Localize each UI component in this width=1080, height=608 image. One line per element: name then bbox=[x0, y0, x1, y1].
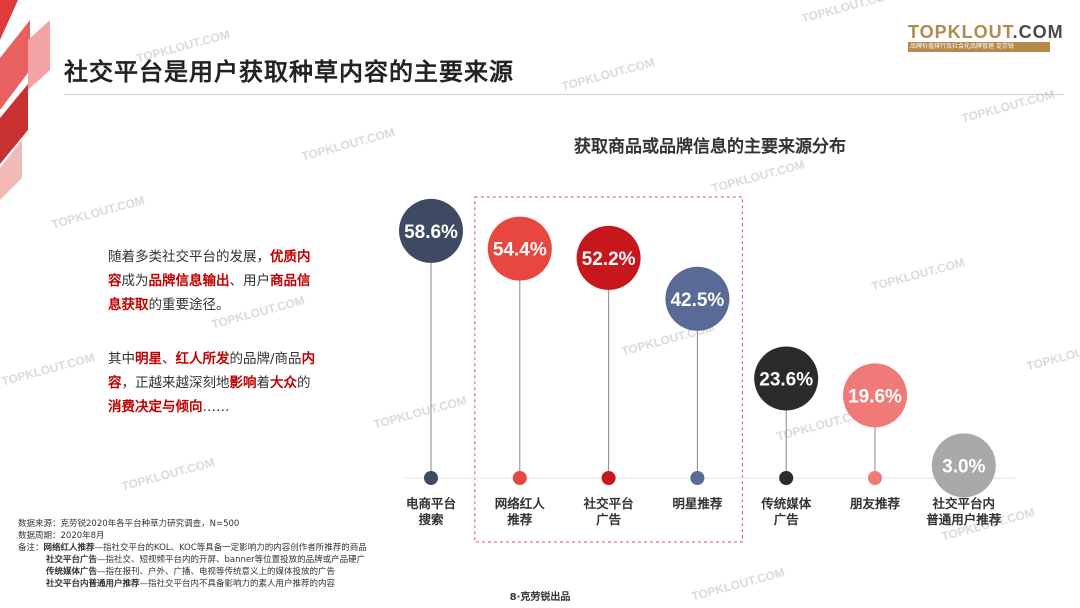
category-label: 朋友推荐 bbox=[849, 496, 901, 511]
value-bubble bbox=[754, 346, 819, 411]
value-label: 54.4% bbox=[493, 240, 547, 261]
value-bubble bbox=[931, 433, 996, 498]
value-bubble bbox=[399, 198, 463, 263]
category-label: 搜索 bbox=[418, 512, 444, 527]
body-text-span: …… bbox=[202, 399, 230, 415]
note-desc: —指社交平台的KOL、KOC等具备一定影响力的内容创作者所推荐的商品 bbox=[94, 543, 367, 553]
body-text-span: 、用户 bbox=[229, 273, 271, 289]
value-label: 23.6% bbox=[759, 369, 813, 390]
value-label: 42.5% bbox=[670, 290, 724, 311]
base-dot bbox=[779, 471, 794, 485]
category-label: 传统媒体 bbox=[760, 496, 812, 511]
note-term: 社交平台广告 bbox=[46, 555, 98, 565]
category-label: 网络红人 bbox=[495, 496, 546, 511]
highlight-text: 消费决定与倾向 bbox=[108, 399, 203, 415]
category-label: 明星推荐 bbox=[672, 496, 723, 511]
note-desc: —指社交平台内不具备影响力的素人用户推荐的内容 bbox=[139, 579, 336, 589]
body-text-span: 其中 bbox=[108, 351, 135, 367]
highlight-text: 红人所发 bbox=[175, 351, 230, 367]
base-dot bbox=[512, 471, 527, 485]
note-row: 社交平台广告—指社交、短视频平台内的开屏、banner等位置投放的品牌或产品硬广 bbox=[18, 554, 458, 566]
body-paragraph-2: 其中明星、红人所发的品牌/商品内容，正越来越深刻地影响着大众的消费决定与倾向…… bbox=[108, 347, 318, 419]
title-divider bbox=[64, 94, 1064, 95]
highlight-text: 明星 bbox=[135, 351, 162, 367]
body-text-span: 着 bbox=[256, 375, 271, 391]
category-label: 电商平台 bbox=[406, 496, 456, 511]
page-title: 社交平台是用户获取种草内容的主要来源 bbox=[64, 58, 514, 86]
body-text-span: 、 bbox=[162, 351, 176, 367]
chart-title: 获取商品或品牌信息的主要来源分布 bbox=[574, 137, 846, 157]
page-number: 8·克劳锐出品 bbox=[509, 592, 571, 603]
note-term: 网络红人推荐 bbox=[43, 543, 95, 553]
highlight-text: 商品信息获取 bbox=[108, 273, 311, 313]
value-label: 52.2% bbox=[582, 249, 636, 270]
category-label: 广告 bbox=[596, 512, 622, 527]
data-period: 数据周期：2020年8月 bbox=[18, 531, 105, 541]
note-term: 传统媒体广告 bbox=[46, 567, 98, 577]
body-text-span: 随着多类社交平台的发展， bbox=[108, 249, 270, 265]
highlight-text: 品牌信息输出 bbox=[148, 273, 230, 289]
body-paragraph-1: 随着多类社交平台的发展，优质内容成为品牌信息输出、用户商品信息获取的重要途径。 bbox=[108, 245, 318, 317]
base-dot bbox=[601, 471, 616, 485]
highlight-text: 影响 bbox=[229, 375, 257, 391]
body-text-span: 的品牌/商品 bbox=[229, 351, 302, 367]
base-dot bbox=[424, 471, 438, 485]
brand-tagline: 品牌价值排行及社会化品牌管理 克劳锐 bbox=[908, 42, 1050, 52]
value-label: 19.6% bbox=[848, 386, 902, 407]
brand-logo: TOPKLOUT.COM bbox=[908, 22, 1064, 42]
category-label: 社交平台 bbox=[583, 496, 634, 511]
category-label: 推荐 bbox=[507, 512, 533, 527]
value-label: 3.0% bbox=[942, 456, 985, 477]
footnotes: 数据来源：克劳锐2020年各平台种草力研究调查，N=500 数据周期：2020年… bbox=[18, 518, 458, 590]
notes-list: 备注：网络红人推荐—指社交平台的KOL、KOC等具备一定影响力的内容创作者所推荐… bbox=[18, 542, 458, 590]
note-desc: —指在报刊、户外、广播、电视等传统意义上的媒体投放的广告 bbox=[97, 567, 336, 577]
value-label: 58.6% bbox=[404, 222, 458, 243]
highlight-text: 内容 bbox=[108, 351, 316, 391]
decorative-red-stripes bbox=[0, 0, 50, 200]
base-dot bbox=[868, 471, 882, 485]
body-text-span: 的重要途径。 bbox=[148, 297, 230, 313]
value-bubble bbox=[576, 225, 641, 290]
note-term: 社交平台内普通用户推荐 bbox=[46, 579, 140, 589]
base-dot bbox=[690, 471, 705, 485]
note-desc: —指社交、短视频平台内的开屏、banner等位置投放的品牌或产品硬广 bbox=[97, 555, 366, 565]
data-source: 数据来源：克劳锐2020年各平台种草力研究调查，N=500 bbox=[18, 519, 240, 529]
category-label: 社交平台内 bbox=[932, 496, 996, 511]
body-text-span: 的 bbox=[297, 375, 311, 391]
highlight-text: 优质内容 bbox=[108, 249, 311, 289]
value-bubble bbox=[843, 363, 907, 428]
category-label: 广告 bbox=[774, 512, 800, 527]
value-bubble bbox=[487, 216, 552, 281]
notes-prefix: 备注： bbox=[18, 543, 44, 553]
highlight-box bbox=[474, 196, 743, 543]
body-text-span: ，正越来越深刻地 bbox=[121, 375, 230, 391]
note-row: 备注：网络红人推荐—指社交平台的KOL、KOC等具备一定影响力的内容创作者所推荐… bbox=[18, 542, 458, 554]
body-text-span: 成为 bbox=[121, 273, 149, 289]
value-bubble bbox=[665, 266, 730, 331]
note-row: 社交平台内普通用户推荐—指社交平台内不具备影响力的素人用户推荐的内容 bbox=[18, 578, 458, 590]
note-row: 传统媒体广告—指在报刊、户外、广播、电视等传统意义上的媒体投放的广告 bbox=[18, 566, 458, 578]
highlight-text: 大众 bbox=[270, 375, 297, 391]
category-label: 普通用户推荐 bbox=[926, 512, 1002, 527]
